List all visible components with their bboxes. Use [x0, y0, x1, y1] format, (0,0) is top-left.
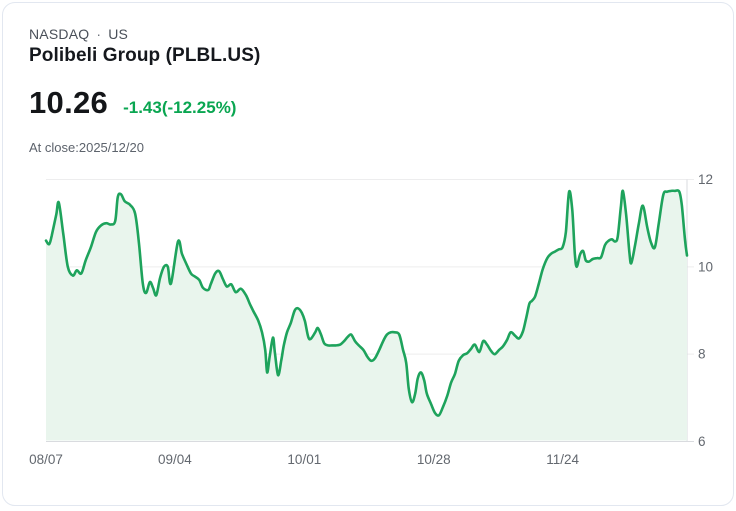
price-row: 10.26 -1.43(-12.25%)	[29, 85, 236, 121]
price-change: -1.43(-12.25%)	[123, 98, 236, 118]
exchange-name: NASDAQ	[29, 26, 89, 42]
last-price: 10.26	[29, 85, 108, 121]
x-axis-label: 10/01	[287, 452, 321, 467]
x-axis-label: 11/24	[546, 452, 579, 467]
y-axis-label: 10	[698, 259, 713, 274]
x-axis-label: 09/04	[158, 452, 192, 467]
exchange-line: NASDAQ · US	[29, 26, 260, 42]
close-timestamp: At close:2025/12/20	[29, 140, 144, 155]
x-axis-label: 10/28	[417, 452, 451, 467]
stock-title: Polibeli Group (PLBL.US)	[29, 45, 260, 67]
y-axis-label: 12	[698, 172, 713, 187]
market-region: US	[108, 26, 128, 42]
area-fill	[46, 190, 687, 440]
price-chart[interactable]: 6 8 10 12 08/07 09/04 10/01 10/28 11/24	[3, 3, 736, 511]
y-axis-label: 8	[698, 347, 706, 362]
x-axis-label: 08/07	[29, 452, 63, 467]
y-axis-label: 6	[698, 434, 706, 449]
separator-dot: ·	[96, 26, 101, 42]
